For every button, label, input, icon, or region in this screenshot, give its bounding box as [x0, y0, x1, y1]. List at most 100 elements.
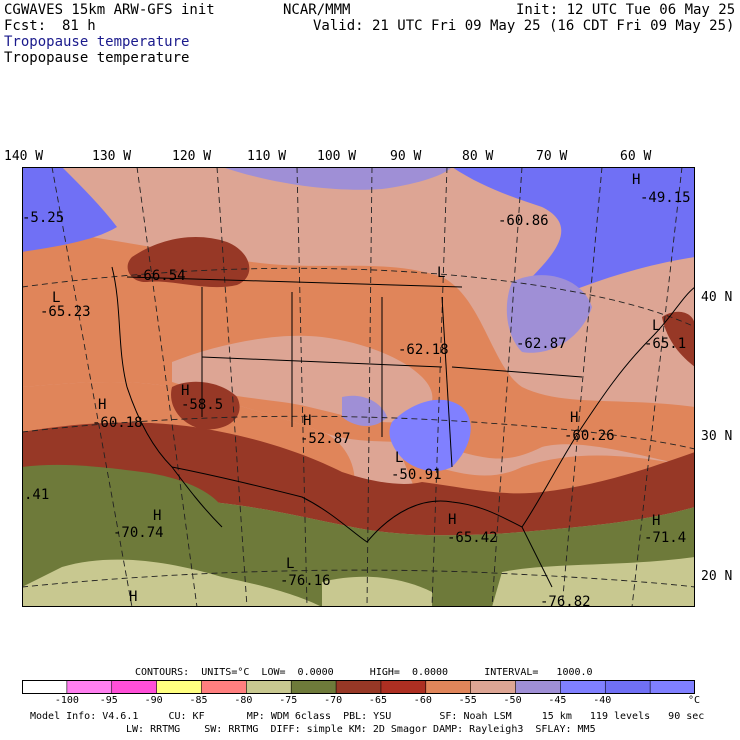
colorbar-cell	[470, 680, 517, 694]
map-value-label: -65.1	[644, 336, 687, 352]
map-high-symbol: H	[570, 410, 579, 426]
lat-label: 30 N	[701, 429, 733, 444]
colorbar-tick-label: -55	[458, 695, 477, 706]
colorbar-tick-label: -85	[189, 695, 208, 706]
colorbar-cell	[246, 680, 293, 694]
colorbar-cell	[156, 680, 203, 694]
map-value-label: -65.23	[40, 304, 91, 320]
colorbar-tick-label: -65	[368, 695, 387, 706]
map-value-label: -65.42	[447, 530, 498, 546]
colorbar-cell	[380, 680, 427, 694]
field-title-secondary: Tropopause temperature	[4, 50, 190, 66]
field-band-50	[222, 167, 452, 190]
map-value-label: -70.74	[113, 525, 164, 541]
map-value-label: -76.16	[280, 573, 331, 589]
colorbar-tick-label: -80	[234, 695, 253, 706]
colorbar-unit: °C	[688, 695, 701, 706]
map-value-label: -50.91	[391, 467, 442, 483]
graticule	[22, 167, 695, 607]
tropopause-temperature-map	[22, 167, 695, 607]
field-band-70	[22, 422, 695, 536]
colorbar-cell	[425, 680, 472, 694]
field-band-80	[22, 559, 322, 607]
map-value-label: -76.82	[540, 594, 591, 610]
lon-label: 90 W	[390, 149, 422, 164]
org-label: NCAR/MMM	[283, 2, 351, 18]
map-high-symbol: H	[448, 512, 457, 528]
colorbar-cell	[649, 680, 695, 694]
map-value-label: -58.5	[181, 397, 224, 413]
model-info-line2: LW: RRTMG SW: RRTMG DIFF: simple KM: 2D …	[126, 724, 596, 735]
map-low-symbol: L	[286, 556, 295, 572]
map-frame	[22, 167, 695, 607]
map-value-label: -52.87	[300, 431, 351, 447]
field-band-80	[322, 576, 432, 607]
lat-label: 40 N	[701, 290, 733, 305]
colorbar-tick-label: -90	[144, 695, 163, 706]
lon-label: 110 W	[247, 149, 287, 164]
contours-info: CONTOURS: UNITS=°C LOW= 0.0000 HIGH= 0.0…	[135, 667, 593, 678]
forecast-hours: 81 h	[62, 18, 96, 34]
map-value-label: -62.18	[398, 342, 449, 358]
map-value-label: -49.15	[640, 190, 691, 206]
colorbar-cell	[290, 680, 337, 694]
colorbar-cell	[201, 680, 248, 694]
lon-label: 100 W	[317, 149, 357, 164]
forecast-label: Fcst:	[4, 18, 47, 34]
colorbar-cell	[604, 680, 651, 694]
map-high-symbol: H	[181, 383, 190, 399]
map-value-label: -60.86	[498, 213, 549, 229]
field-title-primary: Tropopause temperature	[4, 34, 190, 50]
field-band-45	[452, 167, 695, 342]
field-band-70	[662, 311, 695, 367]
colorbar-tick-label: -40	[593, 695, 612, 706]
valid-time: Valid: 21 UTC Fri 09 May 25 (16 CDT Fri …	[313, 18, 735, 34]
colorbar-tick-label: -50	[503, 695, 522, 706]
map-value-label: .41	[24, 487, 50, 503]
colorbar-tick-label: -100	[54, 695, 79, 706]
borders	[111, 266, 695, 588]
lon-label: 70 W	[536, 149, 568, 164]
lon-label: 130 W	[92, 149, 132, 164]
colorbar-cell	[335, 680, 382, 694]
colorbar-tick-label: -45	[548, 695, 567, 706]
init-time: Init: 12 UTC Tue 06 May 25	[516, 2, 736, 18]
model-title: CGWAVES 15km ARW-GFS init	[4, 2, 215, 18]
map-low-symbol: L	[395, 450, 404, 466]
field-band-70	[127, 237, 250, 288]
lon-label: 120 W	[172, 149, 212, 164]
field-band-50	[342, 395, 387, 426]
colorbar-tick-label: -95	[99, 695, 118, 706]
map-value-label: -5.25	[22, 210, 65, 226]
map-high-symbol: H	[303, 413, 312, 429]
colorbar-cell	[22, 680, 68, 694]
colorbar-cell	[66, 680, 113, 694]
colorbar-tick-label: -70	[324, 695, 343, 706]
lon-label: 80 W	[462, 149, 494, 164]
field-band-50	[506, 275, 592, 353]
lon-label: 60 W	[620, 149, 652, 164]
map-high-symbol: H	[632, 172, 641, 188]
map-high-symbol: H	[153, 508, 162, 524]
field-band-45	[22, 167, 117, 252]
colorbar-ticks: -100 -95 -90 -85 -80 -75 -70 -65 -60 -55 -50 -45 -40	[22, 695, 695, 707]
map-high-symbol: H	[129, 589, 138, 605]
field-band-45	[389, 399, 471, 472]
colorbar	[22, 680, 695, 694]
map-low-symbol: L	[652, 318, 661, 334]
map-value-label: -62.87	[516, 336, 567, 352]
model-info-line1: Model Info: V4.6.1 CU: KF MP: WDM 6class…	[30, 711, 705, 722]
map-value-label: -60.18	[92, 415, 143, 431]
colorbar-tick-label: -60	[413, 695, 432, 706]
map-high-symbol: H	[652, 513, 661, 529]
colorbar-cell	[515, 680, 562, 694]
lon-label: 140 W	[4, 149, 44, 164]
map-value-label: -71.4	[644, 530, 687, 546]
map-high-symbol: H	[98, 397, 107, 413]
colorbar-tick-label: -75	[279, 695, 298, 706]
map-low-symbol: L	[52, 290, 61, 306]
map-value-label: -60.26	[564, 428, 615, 444]
map-value-label: -66.54	[135, 268, 186, 284]
colorbar-cell	[111, 680, 158, 694]
colorbar-cell	[560, 680, 607, 694]
